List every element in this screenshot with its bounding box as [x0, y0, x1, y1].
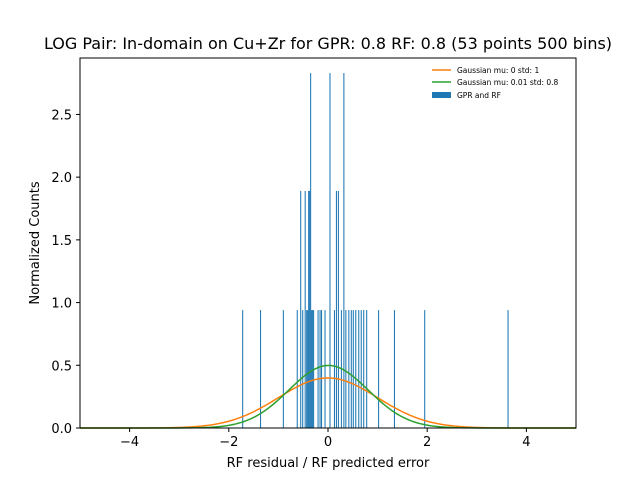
y-tick-label: 2.5 [51, 108, 72, 123]
histogram-bar [329, 73, 331, 429]
histogram-bar [352, 310, 354, 428]
histogram-bar [311, 310, 313, 428]
histogram-bars [242, 73, 509, 429]
histogram-bar [424, 310, 426, 428]
histogram-bar [310, 73, 312, 429]
histogram-bar [308, 190, 310, 428]
histogram-bar [358, 310, 360, 428]
y-tick-label: 0.5 [51, 359, 72, 374]
histogram-bar [242, 310, 244, 428]
histogram-bar [355, 310, 357, 428]
y-tick-label: 1.5 [51, 234, 72, 249]
histogram-bar [260, 310, 262, 428]
histogram-bar [302, 310, 304, 428]
histogram-bar [317, 310, 319, 428]
histogram-bar [345, 310, 347, 428]
histogram-bar [304, 190, 306, 428]
histogram-bar [321, 310, 323, 428]
histogram-bar [337, 190, 339, 428]
x-axis-label: RF residual / RF predicted error [227, 456, 430, 471]
histogram-bar [507, 310, 509, 428]
legend-label-gaussian-1: Gaussian mu: 0.01 std: 0.8 [457, 78, 559, 87]
histogram-bar [360, 310, 362, 428]
y-axis-ticks: 0.0 0.5 1.0 1.5 2.0 2.5 [51, 108, 80, 437]
x-tick-label: 2 [423, 435, 431, 450]
histogram-bar [378, 310, 380, 428]
histogram-bar [348, 310, 350, 428]
histogram-bar [319, 310, 321, 428]
histogram-bar [350, 310, 352, 428]
legend-swatch-histogram [432, 92, 451, 98]
x-tick-label: 4 [522, 435, 530, 450]
legend-label-gaussian-0: Gaussian mu: 0 std: 1 [457, 66, 539, 75]
histogram-bar [282, 310, 284, 428]
legend: Gaussian mu: 0 std: 1 Gaussian mu: 0.01 … [432, 66, 559, 100]
legend-label-histogram: GPR and RF [457, 91, 501, 100]
histogram-bar [312, 310, 314, 428]
histogram-bar [393, 310, 395, 428]
x-tick-label: −4 [120, 435, 139, 450]
histogram-bar [309, 190, 311, 428]
histogram-bar [300, 190, 302, 428]
y-tick-label: 1.0 [51, 297, 72, 312]
histogram-bar [333, 310, 335, 428]
histogram-bar [306, 310, 308, 428]
y-tick-label: 0.0 [51, 422, 72, 437]
x-tick-label: 0 [324, 435, 332, 450]
y-tick-label: 2.0 [51, 171, 72, 186]
histogram-bar [324, 310, 326, 428]
y-axis-label: Normalized Counts [28, 181, 43, 304]
histogram-bar [343, 73, 345, 429]
histogram-bar [296, 310, 298, 428]
x-tick-label: −2 [219, 435, 238, 450]
histogram-bar [363, 310, 365, 428]
histogram-bar [335, 190, 337, 428]
chart-title: LOG Pair: In-domain on Cu+Zr for GPR: 0.… [44, 34, 612, 53]
x-axis-ticks: −4 −2 0 2 4 [120, 428, 531, 450]
histogram-bar [366, 310, 368, 428]
histogram-bar [307, 310, 309, 428]
